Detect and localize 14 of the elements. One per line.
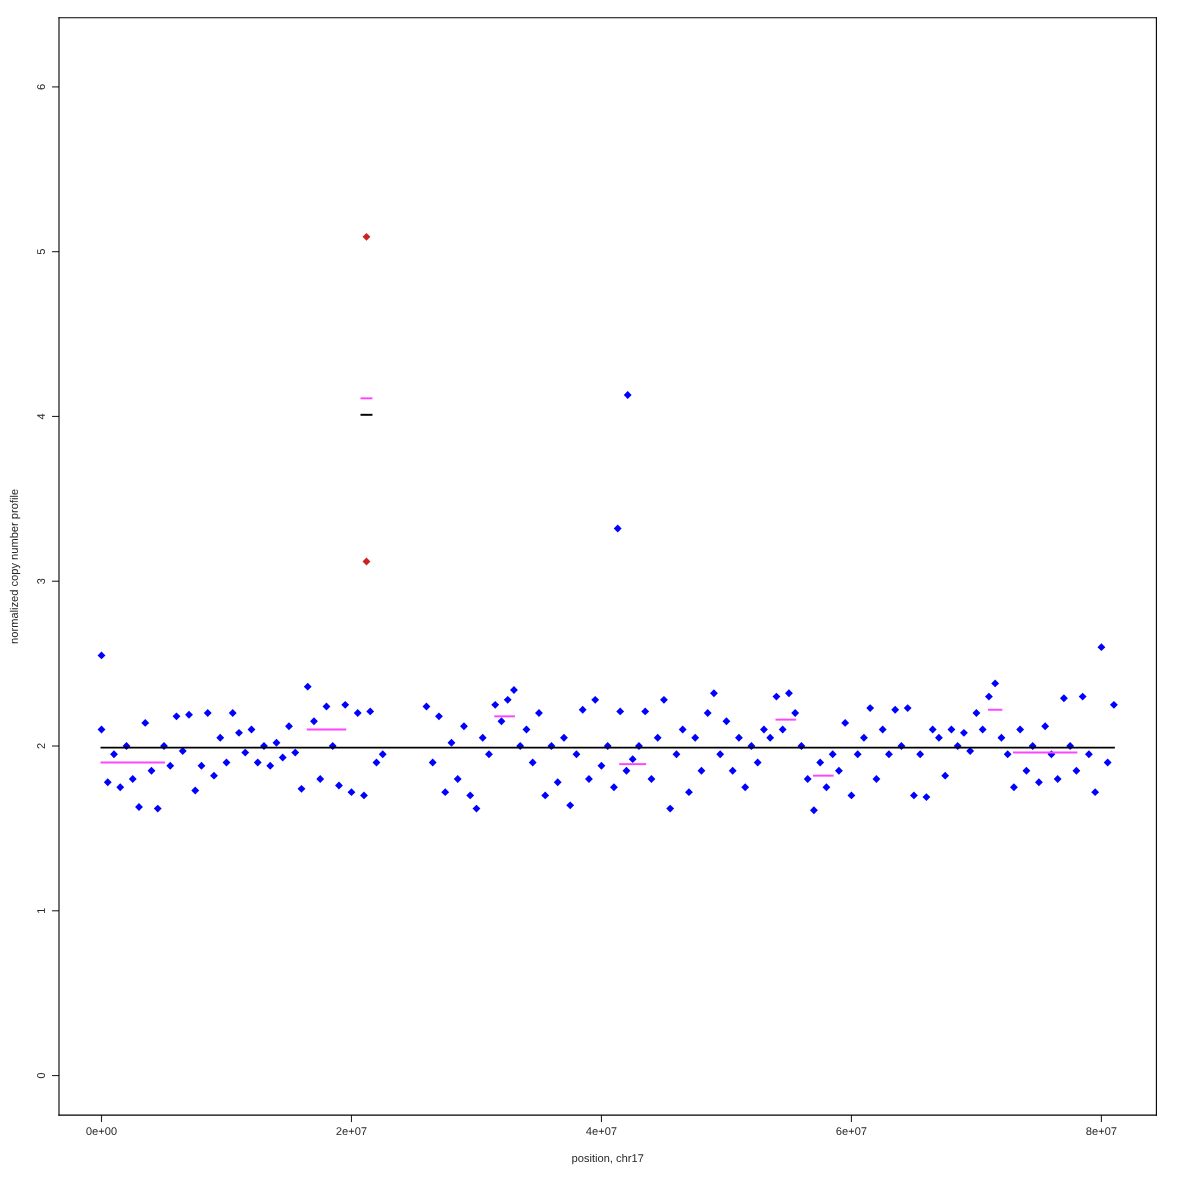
x-tick-label: 0e+00 <box>86 1127 117 1136</box>
y-tick-label: 1 <box>37 908 45 914</box>
y-tick-label: 3 <box>37 578 45 584</box>
y-tick-label: 4 <box>37 413 45 420</box>
x-axis-title: position, chr17 <box>572 1153 644 1165</box>
y-tick-label: 2 <box>37 743 45 749</box>
x-tick-label: 8e+07 <box>1086 1127 1117 1136</box>
y-tick-label: 0 <box>37 1072 45 1079</box>
x-tick-label: 6e+07 <box>836 1127 867 1136</box>
y-tick-label: 6 <box>37 84 45 90</box>
x-tick-label: 2e+07 <box>336 1127 367 1136</box>
y-axis-title: normalized copy number profile <box>9 489 21 644</box>
y-tick-label: 5 <box>37 249 45 255</box>
x-tick-label: 4e+07 <box>586 1127 617 1136</box>
